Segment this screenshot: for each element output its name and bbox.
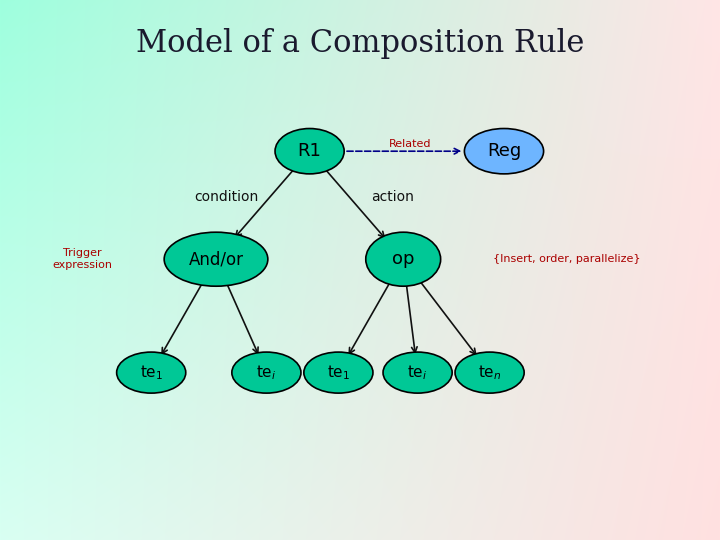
Text: $\mathrm{te}_{1}$: $\mathrm{te}_{1}$ [140,363,163,382]
Ellipse shape [383,352,452,393]
Text: $\mathrm{te}_{n}$: $\mathrm{te}_{n}$ [478,363,501,382]
Text: Trigger
expression: Trigger expression [53,248,113,270]
Text: $\mathrm{te}_{1}$: $\mathrm{te}_{1}$ [327,363,350,382]
Ellipse shape [366,232,441,286]
Ellipse shape [304,352,373,393]
Ellipse shape [164,232,268,286]
Ellipse shape [232,352,301,393]
Text: Related: Related [389,139,432,149]
Ellipse shape [117,352,186,393]
Text: {Insert, order, parallelize}: {Insert, order, parallelize} [493,254,641,264]
Text: R1: R1 [297,142,322,160]
Text: $\mathrm{te}_{i}$: $\mathrm{te}_{i}$ [408,363,428,382]
Ellipse shape [464,129,544,174]
Text: And/or: And/or [189,250,243,268]
Text: action: action [371,190,414,204]
Text: op: op [392,250,415,268]
Ellipse shape [455,352,524,393]
Ellipse shape [275,129,344,174]
Text: Model of a Composition Rule: Model of a Composition Rule [136,28,584,59]
Text: Reg: Reg [487,142,521,160]
Text: condition: condition [194,190,259,204]
Text: $\mathrm{te}_{i}$: $\mathrm{te}_{i}$ [256,363,276,382]
